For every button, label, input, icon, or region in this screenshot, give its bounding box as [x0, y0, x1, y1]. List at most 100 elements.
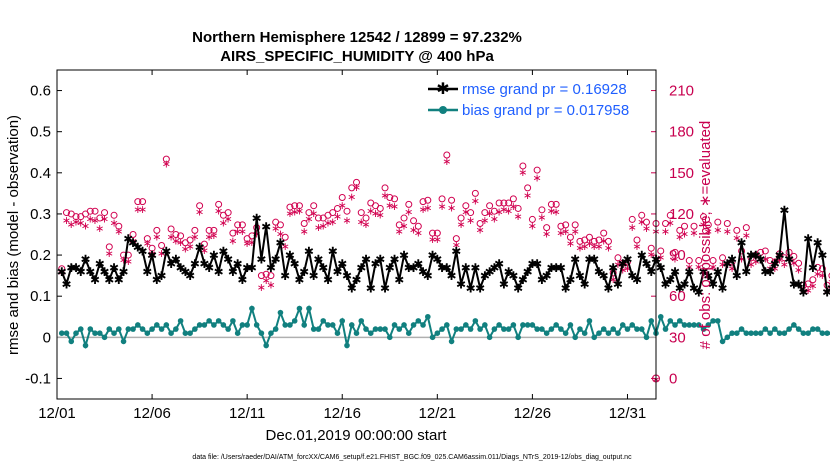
- rmse-point: ✱: [499, 277, 509, 291]
- rmse-point: ✱: [760, 265, 770, 279]
- obs-evaluated-point: ∗: [490, 214, 499, 226]
- bias-point: [648, 318, 655, 324]
- obs-evaluated-point: ∗: [423, 203, 432, 215]
- obs-evaluated-point: ∗: [86, 214, 95, 226]
- bias-point: [206, 318, 212, 324]
- legend-rmse-label: rmse grand pr = 0.16928: [462, 81, 627, 98]
- bias-point: [415, 318, 422, 324]
- obs-possible-point: [681, 222, 689, 230]
- obs-count-layer: ∗∗∗∗∗∗∗∗∗∗∗∗∗∗∗∗∗∗∗∗∗∗∗∗∗∗∗∗∗∗∗∗∗∗∗∗∗∗∗∗…: [57, 151, 830, 386]
- obs-possible-point: [709, 257, 717, 265]
- bias-point: [325, 322, 331, 328]
- bias-point: [396, 326, 403, 332]
- obs-possible-point: [153, 226, 161, 234]
- bias-point: [377, 326, 384, 332]
- obs-possible-point: [333, 204, 341, 212]
- rmse-point: ✱: [375, 253, 385, 267]
- legend-bias-label: bias grand pr = 0.017958: [462, 102, 629, 119]
- bias-point: [87, 326, 94, 332]
- y2-tick-label: 150: [669, 165, 694, 182]
- rmse-point: ✱: [432, 253, 442, 267]
- y-tick-label: 0.1: [30, 288, 51, 305]
- bias-point: [249, 305, 255, 312]
- obs-possible-point: [566, 233, 574, 241]
- rmse-point: ✱: [580, 277, 590, 291]
- legend: ✱ rmse grand pr = 0.16928 bias grand pr …: [428, 81, 629, 119]
- bias-point: [453, 326, 460, 332]
- obs-evaluated-point: ∗: [761, 253, 770, 265]
- obs-evaluated-point: ∗: [561, 226, 570, 238]
- bias-point: [367, 330, 374, 337]
- y2-tick-label: 120: [669, 206, 694, 223]
- obs-evaluated-point: ∗: [262, 275, 271, 287]
- obs-evaluated-point: ∗: [533, 172, 542, 184]
- bias-point: [482, 322, 488, 328]
- obs-evaluated-point: ∗: [328, 216, 337, 228]
- obs-evaluated-point: ∗: [637, 216, 646, 228]
- bias-point: [301, 322, 308, 328]
- bias-point: [168, 330, 174, 337]
- bias-point: [791, 322, 797, 328]
- obs-evaluated-point: ∗: [708, 262, 717, 274]
- obs-possible-point: [224, 209, 232, 217]
- rmse-point: ✱: [470, 261, 480, 275]
- obs-evaluated-point: ∗: [742, 230, 751, 242]
- rmse-point: ✱: [475, 281, 485, 295]
- bias-point: [334, 330, 341, 337]
- obs-possible-point: [143, 235, 151, 243]
- rmse-point: ✱: [147, 249, 157, 263]
- rmse-point: ✱: [689, 281, 699, 295]
- rmse-point: ✱: [195, 240, 205, 254]
- obs-possible-point: [438, 195, 446, 203]
- obs-possible-point: [509, 195, 517, 203]
- obs-evaluated-point: ∗: [770, 263, 779, 275]
- rmse-point: ✱: [104, 273, 114, 287]
- rmse-point: ✱: [546, 261, 556, 275]
- obs-evaluated-point: ∗: [414, 227, 423, 239]
- bias-point: [753, 330, 759, 337]
- obs-evaluated-point: ∗: [442, 156, 451, 168]
- rmse-point: ✱: [328, 244, 338, 258]
- obs-possible-point: [129, 231, 137, 238]
- obs-possible-point: [780, 254, 788, 262]
- bias-point: [139, 326, 146, 332]
- bias-point: [743, 330, 750, 337]
- obs-evaluated-point: ∗: [147, 248, 156, 260]
- obs-evaluated-point: ∗: [376, 209, 385, 221]
- bias-point: [524, 322, 531, 328]
- rmse-point: ✱: [385, 261, 395, 275]
- obs-possible-point: [229, 229, 237, 237]
- bias-point: [391, 322, 398, 328]
- obs-possible-point: [291, 202, 299, 210]
- obs-possible-point: [134, 198, 142, 206]
- obs-evaluated-point: ∗: [528, 220, 537, 232]
- obs-possible-point: [158, 241, 166, 249]
- rmse-point: ✱: [779, 203, 789, 217]
- obs-possible-point: [700, 213, 708, 221]
- y2-tick-label: 90: [669, 247, 686, 264]
- bias-point: [116, 326, 122, 332]
- bias-point: [529, 322, 536, 328]
- obs-evaluated-point: ∗: [100, 214, 109, 226]
- obs-evaluated-point: ∗: [699, 219, 708, 231]
- obs-possible-point: [410, 217, 418, 225]
- bias-point: [101, 334, 108, 341]
- rmse-point: ✱: [237, 273, 247, 287]
- bias-point: [277, 309, 284, 316]
- rmse-point: ✱: [504, 265, 514, 279]
- obs-possible-point: [557, 222, 565, 230]
- rmse-point: ✱: [313, 253, 323, 267]
- bias-point: [486, 334, 493, 341]
- bias-point: [329, 322, 336, 328]
- bias-point: [662, 326, 669, 332]
- obs-evaluated-point: ∗: [613, 259, 622, 271]
- obs-possible-point: [148, 244, 156, 252]
- rmse-point: ✱: [589, 253, 599, 267]
- bias-point: [144, 330, 151, 337]
- obs-possible-point: [543, 224, 551, 232]
- bias-point: [477, 326, 483, 332]
- rmse-point: ✱: [508, 269, 518, 283]
- obs-evaluated-point: ∗: [224, 214, 233, 226]
- obs-evaluated-point: ∗: [186, 241, 195, 253]
- bias-point: [182, 330, 189, 337]
